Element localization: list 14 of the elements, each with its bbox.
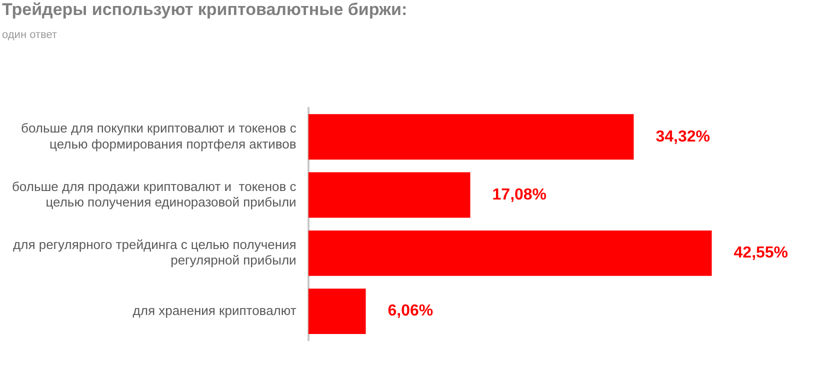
y-tick-label: для хранения криптовалют bbox=[132, 302, 296, 318]
chart-title: Трейдеры используют криптовалютные биржи: bbox=[2, 0, 408, 20]
data-label: 17,08% bbox=[492, 186, 547, 204]
text: один ответ bbox=[2, 29, 57, 41]
data-label: 6,06% bbox=[388, 302, 434, 320]
data-label: 34,32% bbox=[656, 128, 710, 146]
bar bbox=[308, 230, 712, 276]
y-tick-label: больше для покупки криптовалют и токенов с целью формирования портфеля активов bbox=[21, 120, 297, 152]
bar bbox=[308, 172, 470, 218]
y-tick-label: для регулярного трейдинга с целью получения регулярной прибыли bbox=[13, 236, 296, 268]
data-label: 42,55% bbox=[734, 244, 788, 262]
y-tick-label: больше для продажи криптовалют и токенов с целью получения единоразовой прибыли bbox=[12, 178, 297, 210]
bar bbox=[308, 114, 634, 160]
bar bbox=[308, 288, 366, 334]
